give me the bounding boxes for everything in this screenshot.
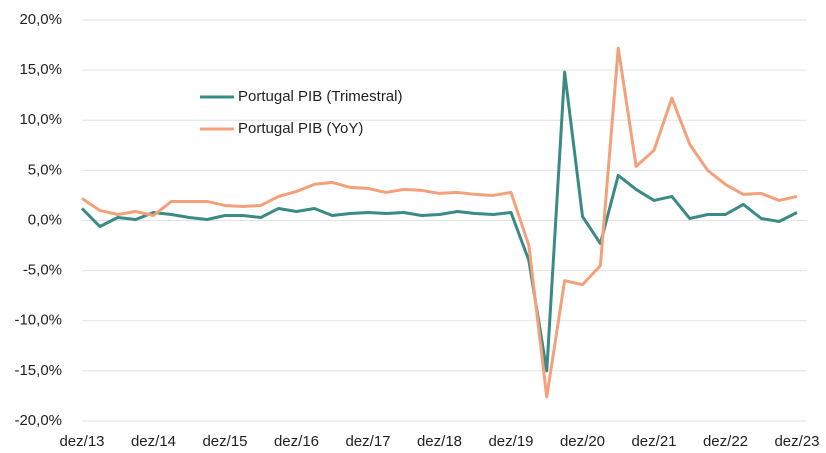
y-tick-label: 10,0% bbox=[19, 111, 62, 128]
legend-label: Portugal PIB (YoY) bbox=[238, 120, 363, 137]
series-line bbox=[81, 46, 798, 399]
x-tick-label: dez/23 bbox=[774, 433, 819, 450]
y-tick-label: -15,0% bbox=[14, 362, 62, 379]
y-tick-label: 0,0% bbox=[28, 211, 62, 228]
x-tick-label: dez/14 bbox=[131, 433, 176, 450]
y-tick-label: 15,0% bbox=[19, 61, 62, 78]
x-tick-label: dez/17 bbox=[345, 433, 390, 450]
legend-label: Portugal PIB (Trimestral) bbox=[238, 88, 402, 105]
x-tick-label: dez/19 bbox=[488, 433, 533, 450]
y-tick-label: -10,0% bbox=[14, 312, 62, 329]
series-line bbox=[80, 70, 798, 373]
x-tick-label: dez/13 bbox=[59, 433, 104, 450]
x-tick-label: dez/22 bbox=[703, 433, 748, 450]
y-tick-label: -20,0% bbox=[14, 412, 62, 429]
y-tick-label: 20,0% bbox=[19, 11, 62, 28]
x-tick-label: dez/18 bbox=[417, 433, 462, 450]
x-tick-label: dez/20 bbox=[560, 433, 605, 450]
y-tick-label: -5,0% bbox=[23, 262, 62, 279]
x-tick-label: dez/16 bbox=[274, 433, 319, 450]
x-tick-label: dez/21 bbox=[631, 433, 676, 450]
x-tick-label: dez/15 bbox=[202, 433, 247, 450]
y-tick-label: 5,0% bbox=[28, 161, 62, 178]
